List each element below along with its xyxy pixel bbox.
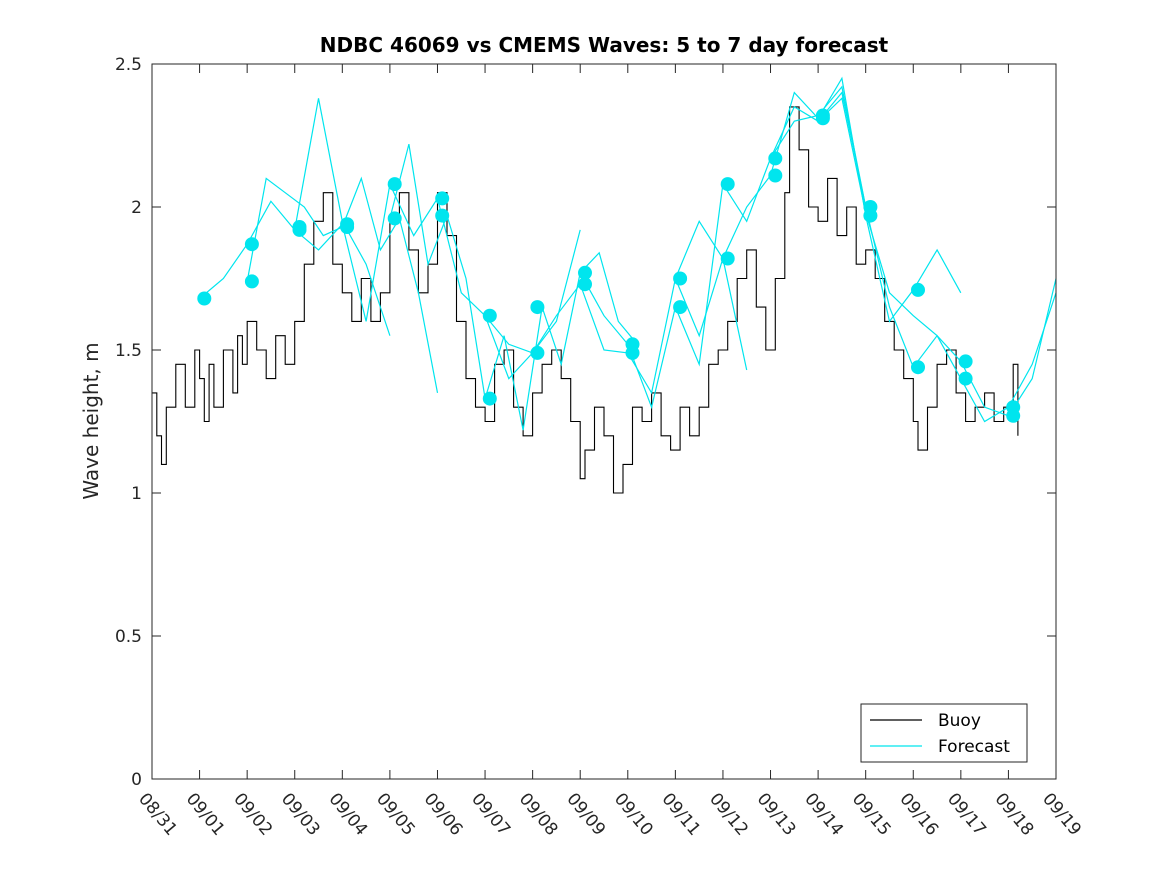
forecast-marker-point <box>387 177 402 192</box>
x-tick-label: 09/02 <box>229 789 276 839</box>
legend-forecast-label: Forecast <box>938 737 1010 757</box>
x-tick-label: 09/09 <box>562 789 609 839</box>
x-tick-label: 09/19 <box>1038 789 1085 839</box>
x-tick-label: 09/11 <box>658 789 705 839</box>
x-tick-label: 09/14 <box>800 789 847 839</box>
x-tick-label: 09/05 <box>372 789 419 839</box>
x-tick-label: 09/13 <box>753 789 800 839</box>
x-tick-label: 09/10 <box>610 789 657 839</box>
legend: Buoy Forecast <box>860 703 1028 763</box>
axes-box <box>151 63 1057 780</box>
x-tick-label: 09/15 <box>848 789 895 839</box>
forecast-marker-point <box>340 220 355 234</box>
forecast-marker-point <box>244 274 259 289</box>
forecast-marker-point <box>578 277 592 292</box>
y-tick-label: 0 <box>131 770 142 790</box>
forecast-marker-point <box>958 354 973 369</box>
legend-box <box>860 703 1028 763</box>
forecast-marker-point <box>197 291 212 306</box>
chart-title: NDBC 46069 vs CMEMS Waves: 5 to 7 day fo… <box>320 33 889 57</box>
x-tick-label: 09/04 <box>324 789 371 839</box>
y-tick-label: 0.5 <box>115 627 142 647</box>
marker-layer <box>197 108 1021 423</box>
y-tick-label: 2.5 <box>115 55 142 75</box>
forecast-marker-point <box>720 177 735 192</box>
forecast-marker-point <box>720 251 735 266</box>
forecast-marker-point <box>482 391 497 406</box>
forecast-marker-point <box>292 220 307 234</box>
forecast-marker-point <box>1006 408 1021 423</box>
forecast-marker-point <box>768 168 783 183</box>
y-tick-label: 2 <box>131 198 142 218</box>
x-tick-label: 09/03 <box>277 789 324 839</box>
forecast-marker-point <box>435 191 450 206</box>
x-tick-label: 09/12 <box>705 789 752 839</box>
forecast-marker-point <box>768 151 783 166</box>
y-tick-label: 1 <box>131 484 142 504</box>
y-tick-label: 1.5 <box>115 341 142 361</box>
forecast-series-line-9 <box>817 97 1057 423</box>
x-tick-label: 09/17 <box>943 789 990 839</box>
forecast-marker-point <box>387 211 402 226</box>
forecast-marker-point <box>625 345 640 360</box>
forecast-marker-point <box>530 300 545 315</box>
x-tick-label: 09/01 <box>182 789 229 839</box>
x-tick-label: 08/31 <box>134 789 181 839</box>
forecast-marker-point <box>578 265 592 280</box>
forecast-marker-point <box>673 300 688 315</box>
forecast-marker-point <box>435 208 450 223</box>
x-tick-label: 09/06 <box>420 789 467 839</box>
forecast-marker-point <box>815 111 830 126</box>
x-tick-label: 09/07 <box>467 789 514 839</box>
legend-buoy-label: Buoy <box>938 711 981 731</box>
forecast-marker-point <box>863 208 878 223</box>
forecast-marker-point <box>482 308 497 323</box>
forecast-marker-point <box>911 282 925 297</box>
forecast-marker-point <box>958 371 973 386</box>
forecast-marker-point <box>673 271 688 286</box>
y-axis-label: Wave height, m <box>79 342 103 499</box>
forecast-marker-point <box>530 345 545 360</box>
x-tick-label: 09/18 <box>991 789 1038 839</box>
forecast-marker-point <box>244 237 259 252</box>
forecast-series-line-4 <box>389 143 638 431</box>
x-tick-label: 09/08 <box>515 789 562 839</box>
x-tick-label: 09/16 <box>895 789 942 839</box>
forecast-series-line-5 <box>484 220 748 395</box>
forecast-marker-point <box>911 360 925 375</box>
